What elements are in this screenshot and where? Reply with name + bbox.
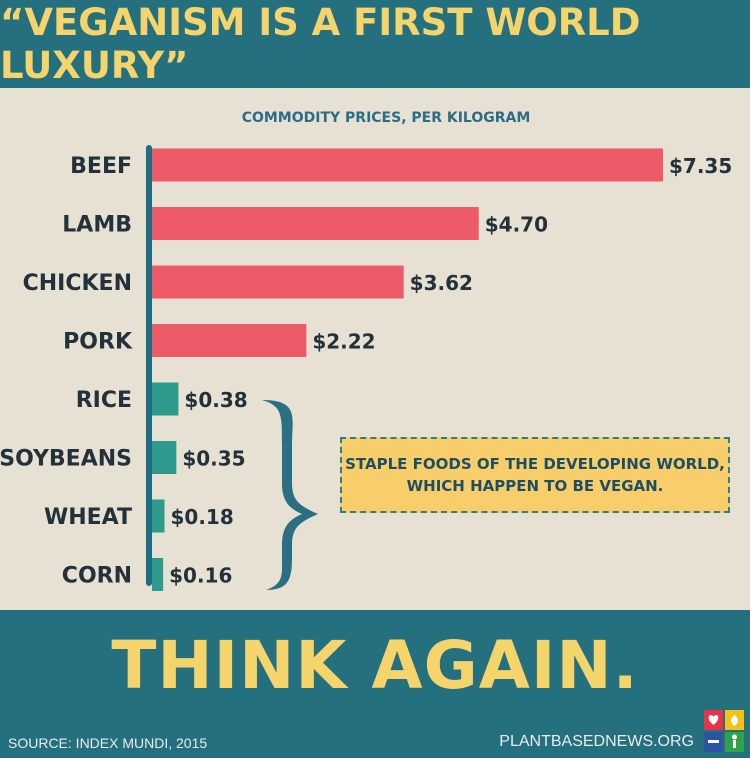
callout-line-1: Staple foods of the developing world,: [345, 455, 725, 473]
bar-rice: [152, 382, 179, 416]
staple-foods-callout: Staple foods of the developing world, wh…: [340, 437, 730, 513]
headline: “Veganism is a first world luxury”: [0, 1, 641, 87]
category-label-lamb: LAMB: [62, 213, 132, 238]
website-link[interactable]: PLANTBASEDNEWS.ORG: [499, 733, 694, 750]
value-label-wheat: $0.18: [171, 505, 234, 529]
plant-based-news-logo-icon[interactable]: [704, 710, 744, 752]
bar-lamb: [152, 207, 479, 240]
category-labels-group: BEEF LAMB CHICKEN PORK RICE SOYBEANS WHEAT CORN: [0, 154, 133, 589]
bar-beef: [152, 148, 663, 182]
commodity-price-chart: Commodity prices, per kilogram BEEF LAMB C…: [0, 110, 732, 591]
category-label-soybeans: SOYBEANS: [0, 447, 132, 472]
chart-subtitle: Commodity prices, per kilogram: [242, 110, 531, 126]
source-credit: Source: Index Mundi, 2015: [8, 735, 208, 751]
value-label-soybeans: $0.35: [182, 447, 245, 471]
value-label-rice: $0.38: [184, 388, 247, 412]
value-label-corn: $0.16: [169, 564, 232, 588]
value-label-lamb: $4.70: [485, 213, 548, 237]
category-label-wheat: WHEAT: [44, 505, 132, 530]
curly-brace-shape: [262, 400, 318, 590]
category-label-pork: PORK: [63, 330, 133, 355]
bar-chicken: [152, 265, 404, 299]
bar-pork: [152, 324, 307, 357]
category-label-rice: RICE: [76, 388, 132, 413]
value-label-beef: $7.35: [669, 154, 732, 178]
value-label-chicken: $3.62: [410, 271, 473, 295]
value-label-pork: $2.22: [312, 330, 375, 354]
category-label-beef: BEEF: [70, 154, 132, 179]
bar-wheat: [152, 499, 165, 533]
bar-corn: [152, 558, 164, 591]
value-labels-group: $7.35 $4.70 $3.62 $2.22 $0.38 $0.35 $0.18 $0.16: [169, 154, 732, 588]
category-label-corn: CORN: [62, 564, 132, 589]
callout-line-2: which happen to be vegan.: [406, 477, 664, 495]
bar-soybeans: [152, 441, 177, 474]
bars-group: [152, 148, 663, 591]
category-label-chicken: CHICKEN: [23, 271, 132, 296]
think-again-tagline: Think again.: [111, 626, 639, 704]
